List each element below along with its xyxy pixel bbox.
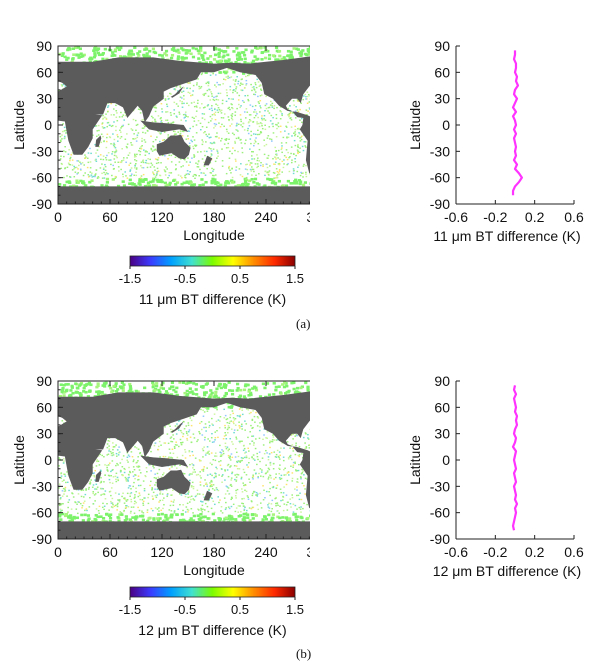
colorbar-label: 11 μm BT difference (K) [139,291,286,307]
profile-y-axis-label: Latitude [407,435,423,485]
colorbar-label: 12 μm BT difference (K) [138,622,286,638]
profile-ytick-label: -90 [430,531,450,547]
map-land [58,56,310,204]
profile-x-axis-label: 12 μm BT difference (K) [433,563,581,579]
map-ytick-label: 0 [44,452,52,468]
profile-ytick-label: -60 [430,170,450,186]
map-xtick-label: 180 [202,544,226,560]
profile-xtick-label: -0.6 [444,209,468,225]
map-ytick-label: -30 [32,478,52,494]
profile-ytick-label: 0 [442,452,450,468]
profile-xtick-label: 0.6 [564,544,584,560]
profile-x-axis-label: 11 μm BT difference (K) [433,228,580,244]
profile-panel-b: 90 60 30 0 -30 -60 -90-0.6 -0.2 0.2 0.6 12 μm BT d… [407,373,584,579]
profile-ytick-label: 30 [434,426,450,442]
colorbar-gradient [129,255,296,267]
profile-xtick-label: 0.6 [564,209,584,225]
colorbar-b: -1.5 -0.5 0.5 1.512 μm BT difference (K) [119,586,304,638]
map-ytick-label: 60 [36,64,52,80]
map-xtick-label: 240 [254,544,278,560]
profile-ytick-label: -30 [430,143,450,159]
map-x-axis-label: Longitude [183,562,245,578]
profile-series-line [511,385,519,531]
map-panel-b: 0601201802403003609060300-30-60-90Longit… [11,373,310,578]
map-x-axis-label: Longitude [183,227,245,243]
map-ytick-label: -90 [32,531,52,547]
map-ytick-label: 90 [36,38,52,54]
profile-ytick-label: -30 [430,478,450,494]
map-ytick-label: 30 [36,426,52,442]
map-ytick-label: -90 [32,196,52,212]
profile-ytick-label: 90 [434,373,450,389]
profile-ytick-label: 60 [434,64,450,80]
profile-ytick-label: -90 [430,196,450,212]
panel-label-a: (a) [296,316,311,331]
map-land [58,391,310,539]
colorbar-a: -1.5 -0.5 0.5 1.511 μm BT difference (K) [119,255,304,307]
map-xtick-label: 0 [54,544,62,560]
profile-ytick-label: 30 [434,91,450,107]
map-xtick-label: 0 [54,209,62,225]
map-ytick-label: -60 [32,505,52,521]
map-xtick-label: 60 [102,544,118,560]
map-xtick-label: 180 [202,209,226,225]
profile-xtick-label: 0.2 [525,209,545,225]
map-xtick-label: 60 [102,209,118,225]
map-ytick-label: 60 [36,399,52,415]
map-y-axis-label: Latitude [11,100,27,150]
colorbar-gradient [129,586,296,598]
profile-xtick-label: -0.6 [444,544,468,560]
map-ytick-label: -30 [32,143,52,159]
profile-ytick-label: 0 [442,117,450,133]
colorbar-tick-label: 0.5 [231,602,249,617]
map-ytick-label: -60 [32,170,52,186]
profile-panel-a: 90 60 30 0 -30 -60 -90-0.6 -0.2 0.2 0.6 11 μm BT d… [407,38,584,244]
colorbar-tick-label: -0.5 [174,602,196,617]
profile-xtick-label: 0.2 [525,544,545,560]
map-xtick-label: 300 [306,209,310,225]
profile-series-line [511,50,523,196]
profile-ytick-label: 60 [434,399,450,415]
map-y-axis-label: Latitude [11,435,27,485]
map-xtick-label: 120 [150,209,174,225]
panel-label-b: (b) [296,646,312,661]
profile-xtick-label: -0.2 [483,544,507,560]
map-ytick-label: 0 [44,117,52,133]
map-xtick-label: 300 [306,544,310,560]
colorbar-tick-label: -1.5 [119,602,141,617]
colorbar-tick-label: -0.5 [174,271,196,286]
colorbar-tick-label: 1.5 [286,271,304,286]
colorbar-tick-label: 1.5 [286,602,304,617]
colorbar-tick-label: -1.5 [119,271,141,286]
map-ytick-label: 90 [36,373,52,389]
profile-xtick-label: -0.2 [483,209,507,225]
profile-ytick-label: 90 [434,38,450,54]
map-panel-a: 0601201802403003609060300-30-60-90Longit… [11,38,310,243]
profile-ytick-label: -60 [430,505,450,521]
profile-y-axis-label: Latitude [407,100,423,150]
colorbar-tick-label: 0.5 [231,271,249,286]
map-xtick-label: 120 [150,544,174,560]
map-xtick-label: 240 [254,209,278,225]
map-ytick-label: 30 [36,91,52,107]
